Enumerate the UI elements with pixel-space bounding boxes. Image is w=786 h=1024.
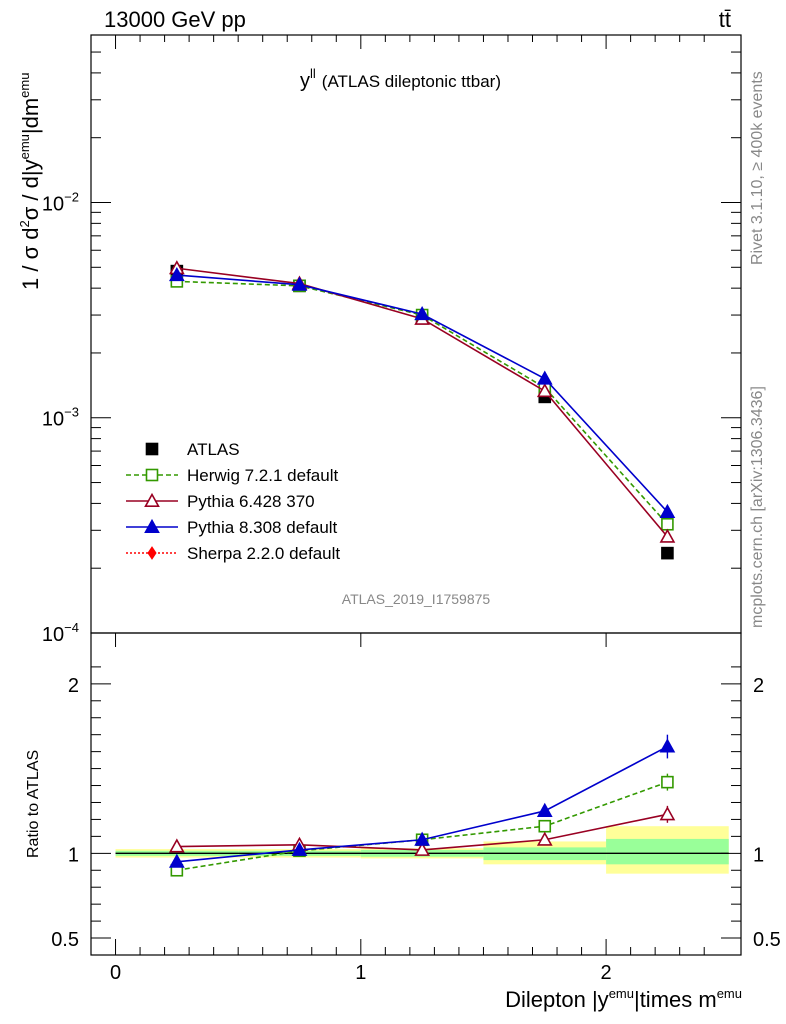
data-point [536,370,553,385]
data-point [291,276,308,291]
ratio-data-point [536,831,553,846]
main-title: yll (ATLAS dileptonic ttbar) [300,66,501,92]
data-point [659,503,676,518]
legend-marker [145,442,159,456]
ratio-ytick-label-right: 2 [753,675,764,697]
ratio-series-2 [168,734,676,868]
ratio-data-point [291,841,308,856]
legend-label: Herwig 7.2.1 default [187,466,338,485]
ratio-data-point [414,841,430,856]
legend-marker [144,518,160,534]
legend-entry: Sherpa 2.2.0 default [126,544,340,563]
main-ytick-exp: −3 [64,405,79,420]
ratio-data-point [659,738,676,753]
xtick-label: 0 [110,962,121,984]
ratio-ytick-label-left: 2 [68,675,79,697]
legend-marker [147,546,157,560]
watermark: ATLAS_2019_I1759875 [342,591,491,607]
main-ytick-label: 10−4 [42,620,79,646]
main-ytick-base: 10 [42,624,64,646]
ratio-data-point [168,853,185,868]
ratio-data-point [538,819,552,833]
main-title-suffix: (ATLAS dileptonic ttbar) [322,72,501,91]
legend-label: Pythia 6.428 370 [187,492,315,511]
main-title-text: y [300,70,310,92]
legend: ATLAS Herwig 7.2.1 default Pythia 6.428 37… [126,440,340,563]
ratio-series-1 [168,805,676,856]
data-point [536,382,553,398]
main-ylabel: 1 / σ d2σ / d|yemu|dmemu [17,73,43,290]
main-plot-area: 10−210−310−4 [42,34,742,646]
ratio-plot-area: 0.5 0.5 1 1 2 2 0 1 2 [51,632,781,984]
xtick-label: 1 [355,962,366,984]
ratio-data-point [168,838,185,853]
ratio-ytick-label-right: 0.5 [753,929,781,951]
ratio-frame [90,632,742,956]
header-left: 13000 GeV pp [104,7,246,32]
ratio-ylabel: Ratio to ATLAS [25,750,42,858]
ratio-data-point [536,802,553,817]
legend-entry: Pythia 6.428 370 [126,492,315,511]
data-point [414,305,430,321]
data-point [168,266,185,282]
ratio-data-point [659,806,676,821]
ratio-ytick-label-left: 1 [68,844,79,866]
main-title-superscript: ll [310,66,316,81]
ratio-data-point [661,775,674,789]
legend-label: ATLAS [187,440,240,459]
rivet-label: Rivet 3.1.10, ≥ 400k events [749,71,766,265]
xlabel: Dilepton |yemu|times memu [505,986,742,1012]
main-ytick-label: 10−2 [42,189,79,215]
series-3 [168,266,676,518]
legend-marker [145,468,159,482]
main-ytick-label: 10−3 [42,405,79,431]
data-point [659,528,676,543]
uncertainty-band-green [606,838,729,865]
ratio-ytick-label-right: 1 [753,844,764,866]
ratio-ytick-label-left: 0.5 [51,929,79,951]
data-point [661,546,674,560]
legend-entry: ATLAS [145,440,240,459]
main-ytick-exp: −4 [64,620,79,635]
legend-entry: Pythia 8.308 default [126,518,338,537]
data-point [661,517,674,531]
header-right: tt̄ [719,7,731,32]
main-ytick-base: 10 [42,409,64,431]
main-ytick-base: 10 [42,193,64,215]
mcplots-label: mcplots.cern.ch [arXiv:1306.3436] [749,386,766,628]
legend-label: Pythia 8.308 default [187,518,338,537]
main-ytick-exp: −2 [64,189,79,204]
ratio-data-point [414,831,430,846]
legend-marker [144,492,160,508]
xtick-label: 2 [601,962,612,984]
ratio-series-line [176,781,668,872]
legend-entry: Herwig 7.2.1 default [126,466,338,485]
legend-label: Sherpa 2.2.0 default [187,544,340,563]
